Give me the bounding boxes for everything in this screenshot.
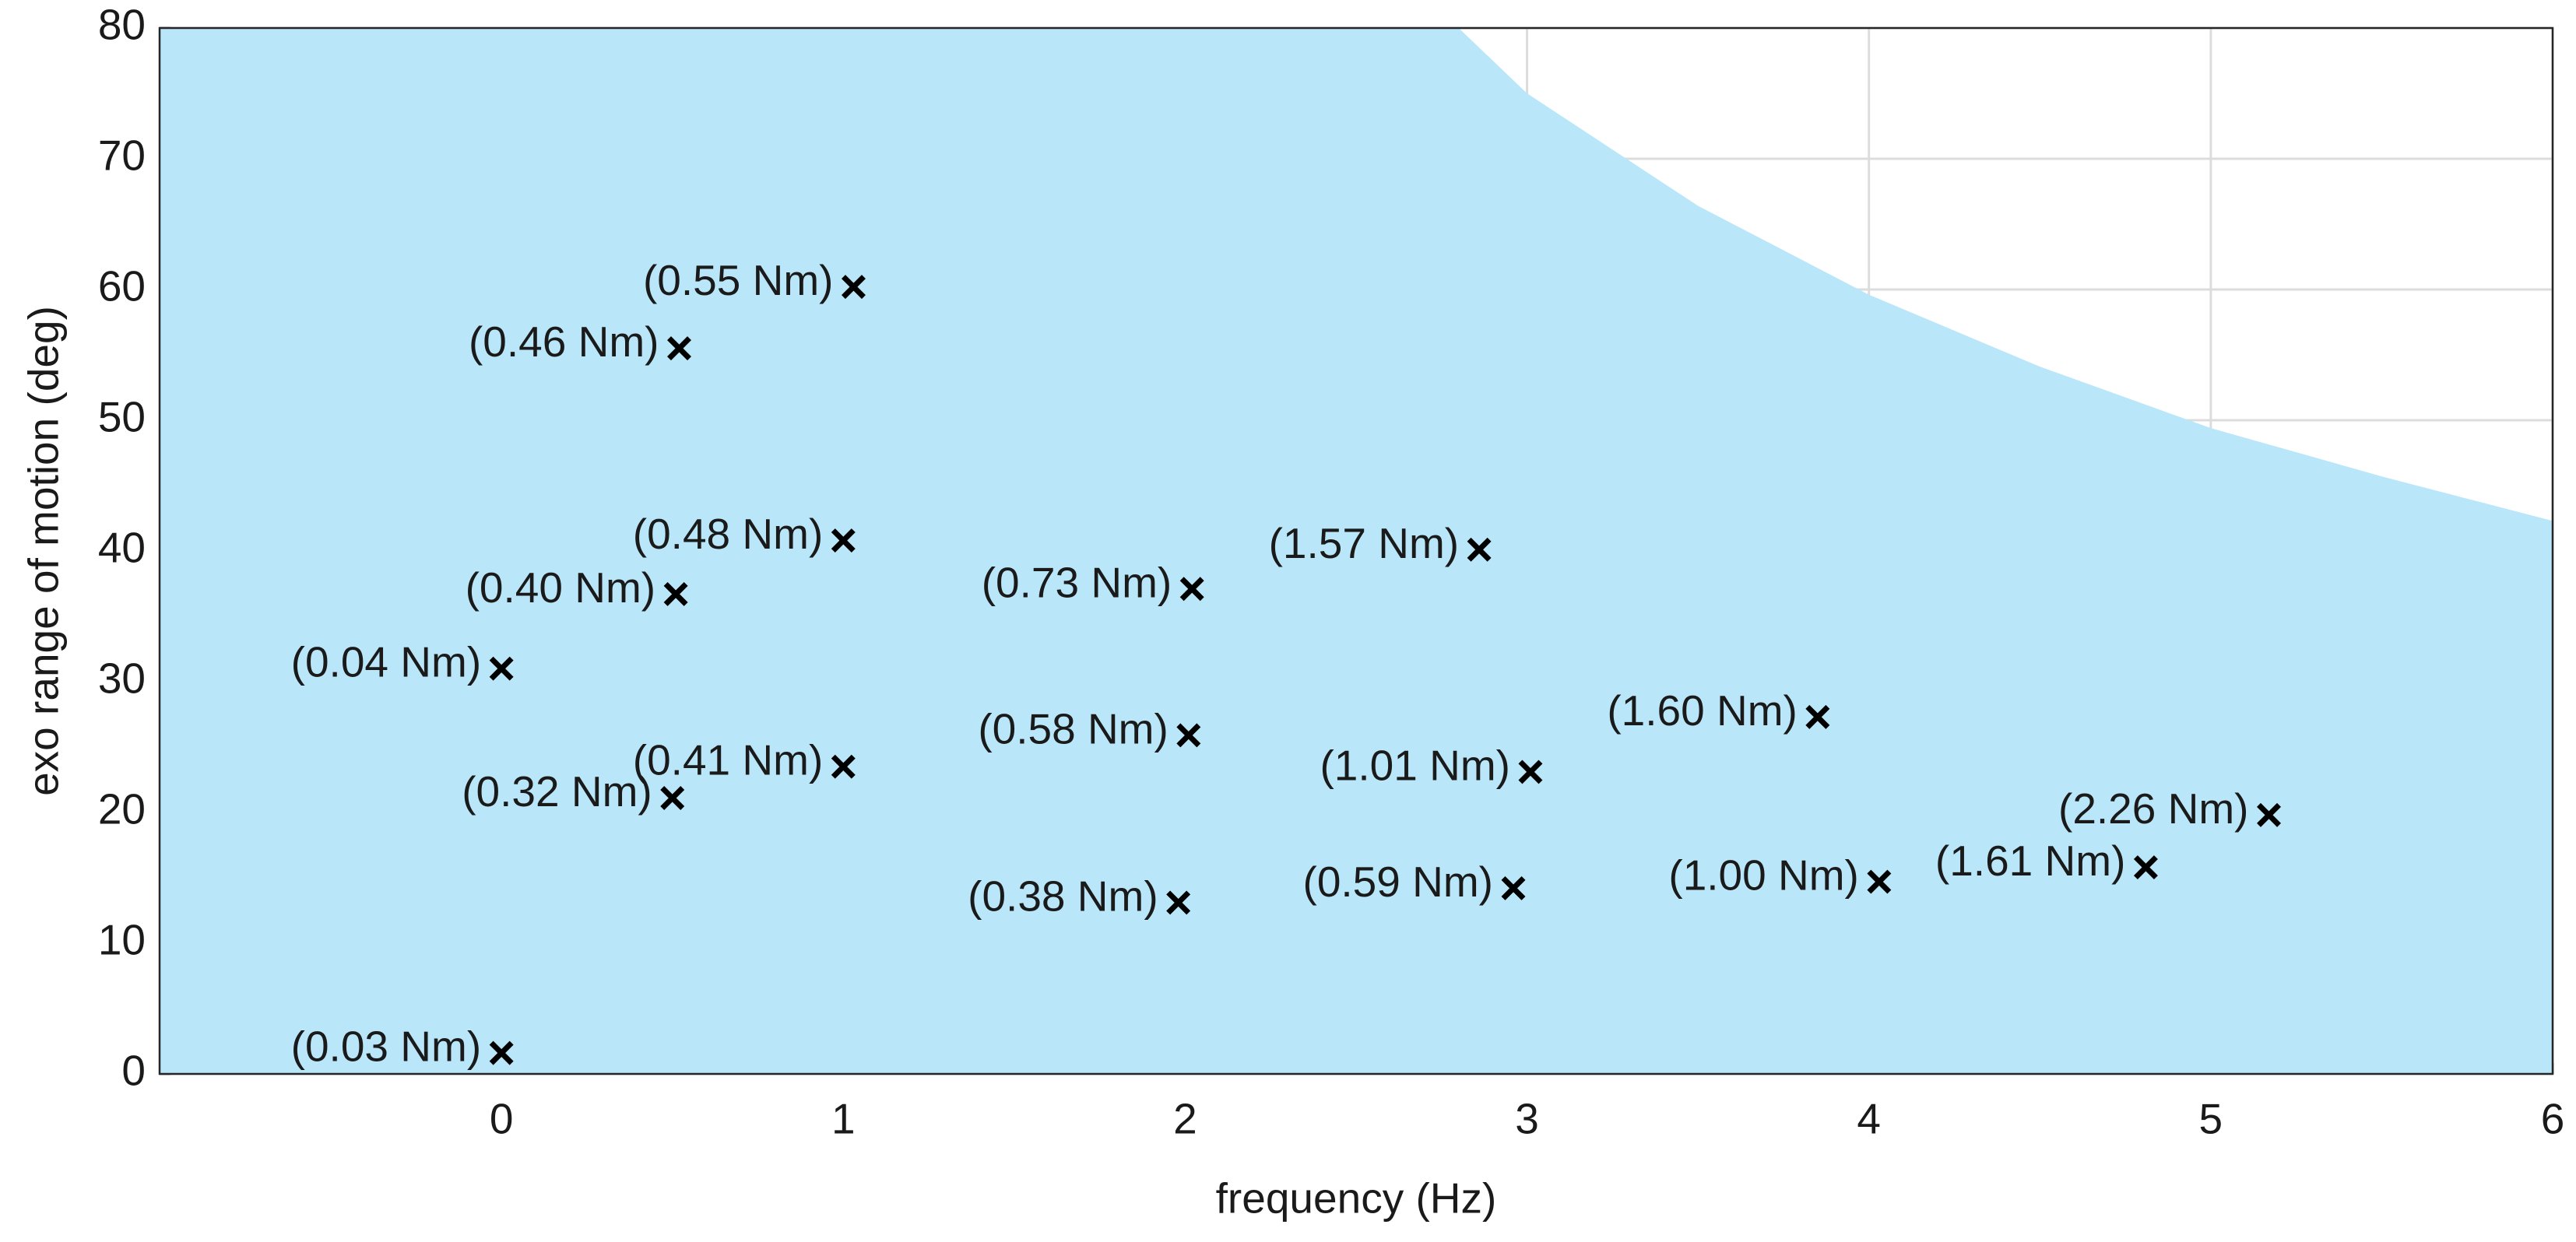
point-label: (0.04 Nm) [291,638,482,686]
x-tick-label: 2 [1173,1095,1197,1143]
point-label: (1.61 Nm) [1935,837,2126,885]
point-marker [2257,802,2281,827]
point-marker [1501,875,1526,900]
point-marker [831,528,856,553]
point-marker [660,786,685,810]
y-tick-label: 80 [98,1,146,49]
y-tick-label: 70 [98,132,146,180]
point-marker [663,581,688,606]
point-marker [1805,704,1830,729]
point-label: (0.59 Nm) [1303,858,1494,906]
point-label: (0.46 Nm) [469,318,659,366]
point-marker [489,1040,514,1065]
point-label: (0.58 Nm) [978,704,1169,753]
point-marker [1176,723,1201,748]
x-tick-label: 4 [1857,1095,1881,1143]
y-tick-label: 30 [98,654,146,703]
point-marker [1166,890,1191,915]
point-label: (0.73 Nm) [982,558,1172,606]
point-label: (0.55 Nm) [643,256,834,304]
point-marker [1467,537,1492,562]
point-marker [2133,855,2158,880]
point-marker [831,754,856,779]
y-tick-label: 40 [98,524,146,572]
point-label: (0.38 Nm) [968,872,1158,920]
point-marker [1179,577,1204,602]
x-tick-label: 0 [490,1095,514,1143]
point-label: (0.41 Nm) [633,736,824,784]
y-tick-label: 0 [121,1047,146,1095]
point-marker [489,656,514,681]
point-label: (1.00 Nm) [1668,851,1859,900]
axes-box [158,26,2554,1075]
x-axis-label: frequency (Hz) [1216,1174,1497,1223]
point-marker [841,275,866,300]
point-label: (1.01 Nm) [1320,741,1510,789]
point-label: (0.03 Nm) [291,1023,482,1071]
y-tick-label: 50 [98,393,146,441]
point-label: (0.48 Nm) [633,510,824,558]
point-label: (1.57 Nm) [1269,519,1460,567]
y-tick-label: 60 [98,262,146,310]
x-tick-label: 6 [2541,1095,2565,1143]
y-tick-label: 10 [98,916,146,964]
point-marker [1518,760,1543,784]
point-label: (2.26 Nm) [2058,784,2249,833]
x-tick-label: 1 [831,1095,856,1143]
y-axis-label: exo range of motion (deg) [19,306,68,796]
point-label: (0.32 Nm) [462,767,652,816]
point-label: (1.60 Nm) [1607,686,1798,735]
point-marker [1867,869,1892,894]
point-marker [667,336,691,361]
x-tick-label: 3 [1515,1095,1539,1143]
feasible-area [160,28,2553,1074]
point-label: (0.40 Nm) [466,563,656,612]
y-tick-label: 20 [98,785,146,833]
x-tick-label: 5 [2199,1095,2223,1143]
